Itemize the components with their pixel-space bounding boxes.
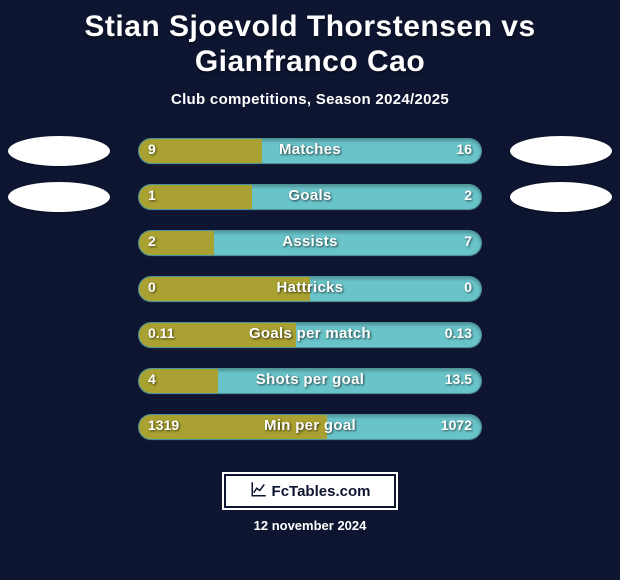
- stat-row: 00Hattricks: [0, 276, 620, 322]
- page-title: Stian Sjoevold Thorstensen vs Gianfranco…: [0, 0, 620, 79]
- value-left: 1: [148, 187, 208, 203]
- value-left: 0.11: [148, 325, 208, 341]
- value-right: 0.13: [412, 325, 472, 341]
- value-left: 1319: [148, 417, 208, 433]
- stat-row: 13191072Min per goal: [0, 414, 620, 460]
- chart-icon: [250, 480, 268, 503]
- comparison-chart: 916Matches12Goals27Assists00Hattricks0.1…: [0, 138, 620, 460]
- stat-row: 413.5Shots per goal: [0, 368, 620, 414]
- value-right: 16: [412, 141, 472, 157]
- subtitle: Club competitions, Season 2024/2025: [0, 91, 620, 108]
- value-right: 13.5: [412, 371, 472, 387]
- value-left: 0: [148, 279, 208, 295]
- value-left: 9: [148, 141, 208, 157]
- date-label: 12 november 2024: [0, 518, 620, 533]
- stat-row: 27Assists: [0, 230, 620, 276]
- value-right: 0: [412, 279, 472, 295]
- player-right-oval: [510, 136, 612, 166]
- value-left: 2: [148, 233, 208, 249]
- player-left-oval: [8, 182, 110, 212]
- stat-row: 916Matches: [0, 138, 620, 184]
- value-right: 2: [412, 187, 472, 203]
- brand-badge: FcTables.com: [224, 474, 396, 508]
- value-left: 4: [148, 371, 208, 387]
- player-right-oval: [510, 182, 612, 212]
- stat-row: 0.110.13Goals per match: [0, 322, 620, 368]
- value-right: 7: [412, 233, 472, 249]
- value-right: 1072: [412, 417, 472, 433]
- brand-text: FcTables.com: [272, 483, 371, 500]
- stat-row: 12Goals: [0, 184, 620, 230]
- player-left-oval: [8, 136, 110, 166]
